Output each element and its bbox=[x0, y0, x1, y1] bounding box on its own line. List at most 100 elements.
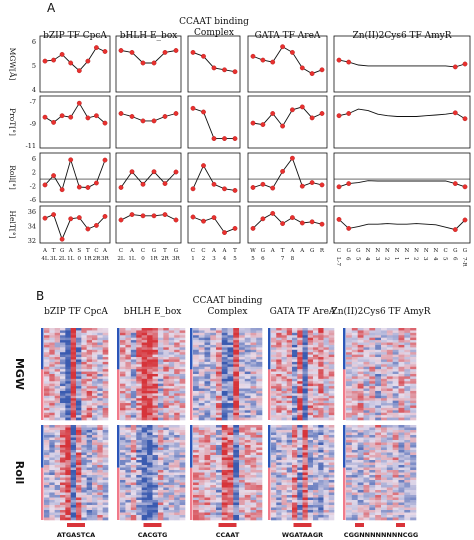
data-point bbox=[42, 114, 48, 120]
data-point bbox=[346, 111, 352, 116]
x-tick-pos: 4 bbox=[364, 257, 370, 261]
x-tick-pos: 6 bbox=[345, 257, 351, 261]
cluster-bar bbox=[41, 467, 44, 520]
data-point bbox=[319, 111, 325, 116]
data-point bbox=[289, 107, 295, 113]
x-tick-pos: 2 bbox=[413, 257, 419, 261]
row-tick: 6 bbox=[32, 155, 36, 163]
data-point bbox=[129, 212, 135, 218]
x-tick-base: T bbox=[233, 248, 237, 254]
series-line bbox=[120, 50, 177, 64]
plot-frame bbox=[115, 205, 182, 244]
chart-2-3 bbox=[115, 205, 182, 244]
x-tick-pos: 2L bbox=[117, 256, 124, 262]
motif-bar bbox=[396, 523, 405, 527]
data-point bbox=[94, 113, 99, 119]
data-point bbox=[319, 67, 325, 73]
heatmap-title-3: Complex bbox=[208, 307, 248, 317]
x-tick-base: N bbox=[424, 248, 429, 254]
plot-frame bbox=[333, 205, 471, 244]
x-tick-pos: 1R bbox=[150, 256, 158, 262]
row-tick: 2 bbox=[32, 169, 36, 177]
heatmap-5-mgw bbox=[343, 328, 417, 421]
x-tick-pos: 1 bbox=[191, 256, 195, 262]
x-tick-base: C bbox=[191, 248, 195, 254]
data-point bbox=[270, 59, 276, 65]
data-point bbox=[222, 67, 227, 73]
x-tick-base: A bbox=[102, 248, 108, 254]
data-point bbox=[211, 136, 217, 142]
chart-5-0 bbox=[333, 35, 471, 93]
x-tick-base: A bbox=[211, 248, 217, 254]
plot-frame bbox=[247, 35, 328, 93]
series-line bbox=[338, 180, 466, 188]
chart-4-2 bbox=[247, 152, 328, 203]
plot-frame bbox=[333, 35, 471, 93]
chart-4-1 bbox=[247, 95, 328, 149]
data-point bbox=[260, 122, 266, 128]
chart-4-3 bbox=[247, 205, 328, 244]
data-point bbox=[190, 105, 196, 111]
x-tick-pos: 4 bbox=[432, 257, 438, 261]
heatmap-1-roll bbox=[41, 425, 109, 521]
data-point bbox=[59, 52, 65, 57]
x-tick-base: A bbox=[68, 248, 74, 254]
chart-2-1 bbox=[115, 95, 182, 149]
data-point bbox=[118, 185, 124, 190]
x-tick-pos: 3R bbox=[101, 256, 109, 262]
cluster-bar bbox=[343, 369, 346, 420]
x-tick-base: G bbox=[60, 248, 64, 254]
x-tick-base: T bbox=[163, 248, 167, 254]
data-point bbox=[201, 163, 206, 169]
data-point bbox=[162, 50, 168, 55]
data-point bbox=[151, 169, 157, 175]
x-tick-pos: L-7 bbox=[335, 257, 341, 267]
data-point bbox=[336, 57, 342, 63]
data-point bbox=[85, 226, 91, 232]
data-point bbox=[280, 221, 285, 227]
x-tick-pos: 3R bbox=[172, 256, 180, 262]
cluster-bar bbox=[41, 425, 44, 468]
data-point bbox=[94, 180, 99, 186]
series-line bbox=[120, 214, 177, 221]
series-line bbox=[338, 59, 466, 68]
row-tick: -7 bbox=[30, 98, 36, 106]
chart-5-1 bbox=[333, 95, 471, 149]
motif-bar bbox=[355, 523, 364, 527]
cluster-bar bbox=[268, 328, 271, 370]
data-point bbox=[59, 187, 65, 193]
x-tick-pos: 2R bbox=[161, 256, 169, 262]
data-point bbox=[452, 227, 458, 233]
data-point bbox=[346, 181, 352, 187]
x-tick-pos: 5 bbox=[442, 257, 448, 261]
data-point bbox=[140, 60, 146, 66]
data-point bbox=[336, 216, 342, 222]
data-point bbox=[190, 50, 196, 55]
heatmap-row-label-roll: Roll bbox=[13, 461, 26, 485]
x-tick-pos: 1L bbox=[128, 256, 135, 262]
row-tick: 32 bbox=[28, 237, 36, 245]
row-label-2: Roll[°] bbox=[8, 165, 17, 190]
x-tick-pos: 8 bbox=[291, 256, 295, 262]
x-tick-pos: 5 bbox=[233, 256, 237, 262]
data-point bbox=[289, 155, 295, 161]
chart-1-1 bbox=[39, 95, 111, 149]
plot-frame bbox=[247, 95, 328, 149]
x-tick-pos: 0 bbox=[78, 256, 82, 262]
row-tick: 36 bbox=[28, 208, 36, 216]
data-point bbox=[42, 182, 48, 188]
x-tick-pos: 4 bbox=[223, 256, 227, 262]
data-point bbox=[85, 185, 91, 190]
row-label-0: MGW[Å] bbox=[8, 48, 17, 81]
plot-frame bbox=[115, 152, 182, 203]
heatmap-title-4: GATA TF AreA bbox=[270, 307, 336, 317]
motif-bar bbox=[293, 523, 312, 527]
data-point bbox=[201, 218, 206, 224]
row-tick: -6 bbox=[30, 196, 36, 204]
data-point bbox=[94, 45, 99, 50]
data-point bbox=[151, 60, 157, 66]
row-tick: 6 bbox=[32, 38, 36, 46]
chart-1-0 bbox=[39, 35, 111, 93]
